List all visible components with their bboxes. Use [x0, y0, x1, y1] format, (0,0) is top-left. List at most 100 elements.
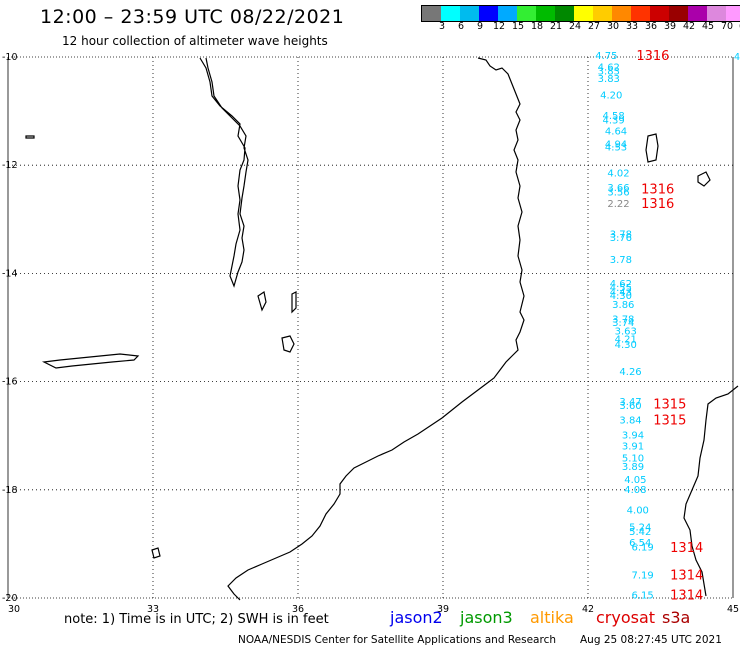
- mainland-coast: [227, 57, 525, 601]
- legend-cryosat: cryosat: [596, 608, 656, 627]
- color-scale-label: 3: [438, 21, 446, 32]
- color-swatch: [441, 6, 460, 21]
- lake-malawi-outline: [199, 57, 249, 288]
- wave-height-label: 3.60: [619, 401, 641, 412]
- wave-height-label: 4.62: [598, 62, 620, 73]
- pass-time-label: 1314: [670, 568, 703, 583]
- islet-b: [151, 547, 161, 559]
- lake-shape-small: [257, 291, 267, 312]
- wave-height-label: 4.64: [605, 127, 627, 138]
- lat-tick-label: -14: [2, 268, 18, 279]
- color-scale-label: 33: [625, 21, 639, 32]
- color-scale-label: 36: [644, 21, 658, 32]
- color-swatch: [650, 6, 669, 21]
- color-swatch: [422, 6, 441, 21]
- color-scale-label: 15: [511, 21, 525, 32]
- wave-height-label: 7.19: [632, 570, 654, 581]
- lat-tick-label: -12: [2, 160, 18, 171]
- lon-tick-label: 45: [727, 604, 739, 615]
- pass-time-label: 1315: [653, 397, 686, 412]
- wave-height-label: 3.89: [622, 462, 644, 473]
- wave-height-label: 3.86: [612, 300, 634, 311]
- wave-height-label: 3.66: [607, 183, 629, 194]
- wave-height-label: 6.54: [629, 538, 651, 549]
- legend-s3a: s3a: [662, 608, 691, 627]
- pass-time-label: 1314: [670, 541, 703, 556]
- color-swatch: [479, 6, 498, 21]
- madagascar-coast: [683, 385, 739, 597]
- pass-time-label: 1316: [636, 49, 669, 64]
- edge-label: 4: [734, 52, 740, 63]
- color-swatch: [707, 6, 726, 21]
- wave-height-label: 4.75: [595, 51, 617, 62]
- lon-tick-label: 33: [147, 604, 159, 615]
- lake-kariba: [41, 353, 140, 369]
- islet-a: [291, 291, 297, 314]
- wave-height-label: 4.30: [615, 340, 637, 351]
- lon-tick-label: 39: [437, 604, 449, 615]
- lon-tick-label: 42: [582, 604, 594, 615]
- color-swatch: [669, 6, 688, 21]
- wave-height-label: 4.55: [610, 283, 632, 294]
- wave-height-label: 4.00: [627, 505, 649, 516]
- mayotte-island: [697, 171, 711, 187]
- pass-time-label: 1315: [653, 414, 686, 429]
- wave-height-label: 3.63: [615, 326, 637, 337]
- legend-jason3: jason3: [460, 608, 513, 627]
- wave-height-label: 3.83: [598, 67, 620, 78]
- map-grid: [7, 56, 734, 599]
- wave-height-label: 6.15: [632, 590, 654, 601]
- color-scale-label: (ft): [739, 21, 740, 32]
- color-scale-label: 24: [568, 21, 582, 32]
- color-swatch: [555, 6, 574, 21]
- wave-height-label: 3.74: [612, 318, 634, 329]
- footer-credit: NOAA/NESDIS Center for Satellite Applica…: [238, 634, 556, 646]
- legend-altika: altika: [530, 608, 574, 627]
- wave-height-label: 4.02: [607, 168, 629, 179]
- color-swatch: [688, 6, 707, 21]
- color-swatch: [631, 6, 650, 21]
- lake-chilwa: [281, 335, 295, 353]
- pass-time-label: 1314: [670, 588, 703, 603]
- footer-note: note: 1) Time is in UTC; 2) SWH is in fe…: [64, 612, 329, 627]
- wave-height-label: 3.76: [610, 233, 632, 244]
- wave-height-label: 3.47: [619, 397, 641, 408]
- wave-height-label: 2.22: [607, 199, 629, 210]
- wave-height-label: 3.91: [622, 442, 644, 453]
- pass-time-label: 1316: [641, 183, 674, 198]
- color-scale-label: 6: [457, 21, 465, 32]
- wave-height-label: 3.78: [612, 314, 634, 325]
- wave-height-label: 3.56: [607, 187, 629, 198]
- footer-timestamp: Aug 25 08:27:45 UTC 2021: [580, 634, 722, 646]
- islet-c: [25, 135, 35, 139]
- wave-height-label: 5.42: [629, 527, 651, 538]
- color-swatch: [460, 6, 479, 21]
- wave-height-label: 4.05: [624, 475, 646, 486]
- color-scale-label: 18: [530, 21, 544, 32]
- lon-tick-label: 36: [292, 604, 304, 615]
- wave-height-label: 4.39: [603, 115, 625, 126]
- wave-height-label: 4.20: [600, 90, 622, 101]
- pass-time-label: 1316: [641, 197, 674, 212]
- wave-height-label: 4.43: [610, 287, 632, 298]
- color-scale-label: 70: [720, 21, 734, 32]
- lat-tick-label: -18: [2, 485, 18, 496]
- wave-height-label: 4.53: [605, 142, 627, 153]
- color-scale-bar: [421, 5, 740, 22]
- coastline: [25, 57, 739, 601]
- wave-height-label: 3.84: [619, 416, 641, 427]
- color-scale-label: 45: [701, 21, 715, 32]
- wave-height-marks: 4.754.623.833.834.204.584.394.644.944.53…: [595, 49, 703, 603]
- color-swatch: [498, 6, 517, 21]
- color-swatch: [574, 6, 593, 21]
- page-subtitle: 12 hour collection of altimeter wave hei…: [62, 34, 328, 48]
- wave-height-label: 3.78: [610, 229, 632, 240]
- color-swatch: [517, 6, 536, 21]
- comoros-island: [645, 133, 659, 163]
- legend-jason2: jason2: [390, 608, 443, 627]
- color-swatch: [593, 6, 612, 21]
- wave-height-label: 3.83: [598, 74, 620, 85]
- wave-height-label: 3.78: [610, 255, 632, 266]
- color-scale-label: 39: [663, 21, 677, 32]
